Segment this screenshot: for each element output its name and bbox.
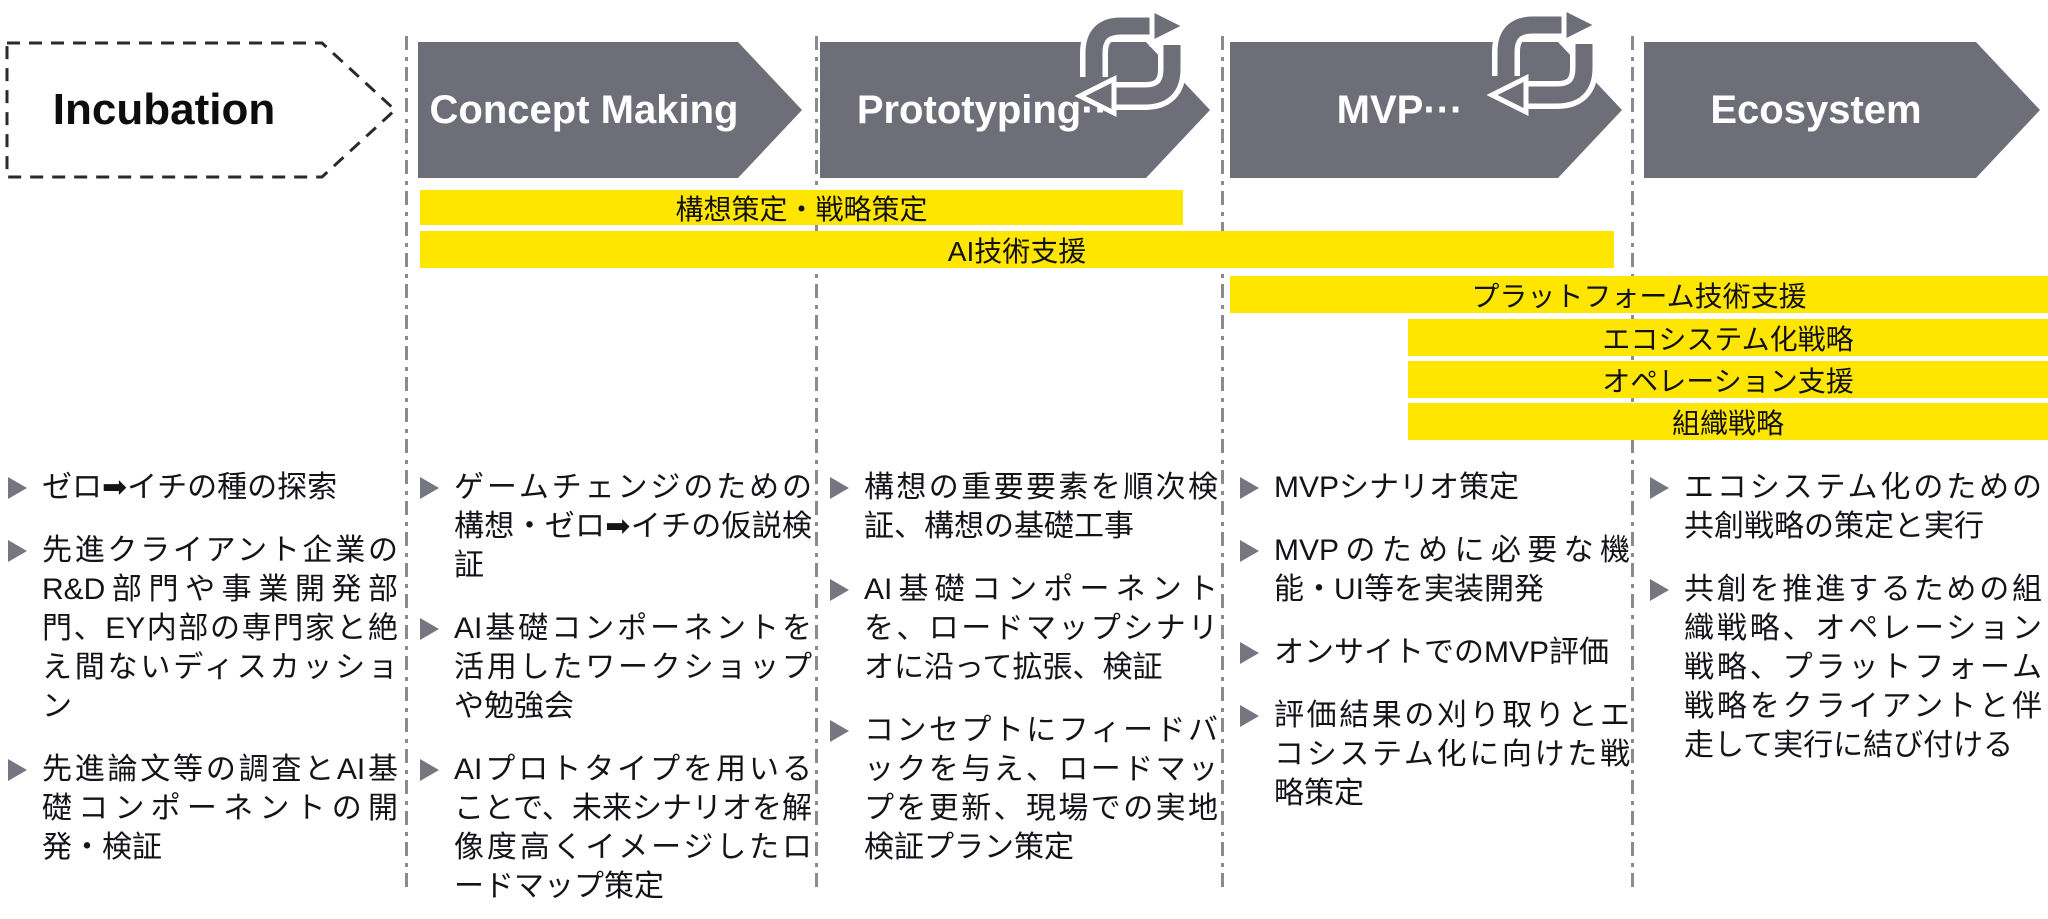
list-item: エコシステム化のための共創戦略の策定と実行 [1650, 468, 2042, 546]
stage-mvp: MVP··· [1230, 42, 1622, 178]
stage-title: MVP··· [1336, 87, 1464, 132]
iteration-loop-icon [1074, 5, 1192, 118]
bullet-list-prototyping: 構想の重要要素を順次検証、構想の基礎工事 AI基礎コンポーネントを、ロードマップ… [830, 468, 1218, 867]
support-bar-label: エコシステム化戦略 [1602, 323, 1854, 355]
dashed-chevron-outline [5, 41, 398, 179]
list-item-text: エコシステム化のための共創戦略の策定と実行 [1684, 471, 2042, 543]
support-bar-ecosystem-strategy: エコシステム化戦略 [1408, 319, 2048, 356]
triangle-bullet-icon [830, 477, 849, 499]
list-item-text: ゲームチェンジのための構想・ゼロ➡イチの仮説検証 [454, 471, 812, 582]
support-bar-organization-strategy: 組織戦略 [1408, 403, 2048, 440]
stage-concept-making: Concept Making [418, 42, 802, 178]
list-item: AI基礎コンポーネントを活用したワークショップや勉強会 [420, 609, 812, 726]
list-item-text: 先進論文等の調査とAI基礎コンポーネントの開発・検証 [42, 753, 398, 864]
list-item: ゲームチェンジのための構想・ゼロ➡イチの仮説検証 [420, 468, 812, 585]
stage-incubation: Incubation [4, 40, 400, 180]
list-item: MVPのために必要な機能・UI等を実装開発 [1240, 531, 1630, 609]
support-bar-label: プラットフォーム技術支援 [1471, 280, 1807, 312]
support-bar-ai-tech: AI技術支援 [420, 231, 1614, 268]
list-item: MVPシナリオ策定 [1240, 468, 1630, 507]
list-item-text: コンセプトにフィードバックを与え、ロードマップを更新、現場での実地検証プラン策定 [864, 714, 1218, 864]
support-bar-operation: オペレーション支援 [1408, 361, 2048, 398]
triangle-bullet-icon [420, 618, 439, 640]
list-item-text: 評価結果の刈り取りとエコシステム化に向けた戦略策定 [1274, 699, 1630, 810]
support-bar-label: AI技術支援 [947, 235, 1087, 267]
triangle-bullet-icon [1240, 477, 1259, 499]
list-item: 構想の重要要素を順次検証、構想の基礎工事 [830, 468, 1218, 546]
triangle-bullet-icon [420, 759, 439, 781]
bullet-list-concept-making: ゲームチェンジのための構想・ゼロ➡イチの仮説検証 AI基礎コンポーネントを活用し… [420, 468, 812, 906]
list-item-text: AI基礎コンポーネントを、ロードマップシナリオに沿って拡張、検証 [864, 573, 1218, 684]
list-item-text: オンサイトでのMVP評価 [1274, 636, 1610, 669]
list-item: AI基礎コンポーネントを、ロードマップシナリオに沿って拡張、検証 [830, 570, 1218, 687]
list-item-text: AI基礎コンポーネントを活用したワークショップや勉強会 [454, 612, 812, 723]
triangle-bullet-icon [8, 759, 27, 781]
column-separator [1221, 36, 1224, 893]
triangle-bullet-icon [8, 540, 27, 562]
stage-title: Concept Making [429, 87, 739, 132]
bullet-list-mvp: MVPシナリオ策定 MVPのために必要な機能・UI等を実装開発 オンサイトでのM… [1240, 468, 1630, 813]
list-item-text: MVPのために必要な機能・UI等を実装開発 [1274, 534, 1630, 606]
stage-title: Incubation [52, 85, 276, 134]
list-item: AIプロトタイプを用いることで、未来シナリオを解像度高くイメージしたロードマップ… [420, 750, 812, 906]
support-bar-label: オペレーション支援 [1602, 365, 1854, 397]
triangle-bullet-icon [1240, 705, 1259, 727]
triangle-bullet-icon [1240, 642, 1259, 664]
bullet-list-ecosystem: エコシステム化のための共創戦略の策定と実行 共創を推進するための組織戦略、オペレ… [1650, 468, 2042, 765]
list-item: 共創を推進するための組織戦略、オペレーション戦略、プラットフォーム戦略をクライア… [1650, 570, 2042, 765]
list-item: コンセプトにフィードバックを与え、ロードマップを更新、現場での実地検証プラン策定 [830, 711, 1218, 867]
bullet-list-incubation: ゼロ➡イチの種の探索 先進クライアント企業のR&D部門や事業開発部門、EY内部の… [8, 468, 398, 867]
list-item: 先進クライアント企業のR&D部門や事業開発部門、EY内部の専門家と絶え間ないディ… [8, 531, 398, 726]
list-item-text: 先進クライアント企業のR&D部門や事業開発部門、EY内部の専門家と絶え間ないディ… [42, 534, 398, 723]
list-item: 先進論文等の調査とAI基礎コンポーネントの開発・検証 [8, 750, 398, 867]
triangle-bullet-icon [420, 477, 439, 499]
support-bar-label: 構想策定・戦略策定 [675, 193, 928, 225]
triangle-bullet-icon [1650, 477, 1669, 499]
triangle-bullet-icon [830, 720, 849, 742]
list-item-text: ゼロ➡イチの種の探索 [42, 471, 338, 504]
triangle-bullet-icon [8, 477, 27, 499]
list-item: オンサイトでのMVP評価 [1240, 633, 1630, 672]
list-item-text: 共創を推進するための組織戦略、オペレーション戦略、プラットフォーム戦略をクライア… [1684, 573, 2042, 762]
triangle-bullet-icon [830, 579, 849, 601]
column-separator [815, 36, 818, 893]
column-separator [405, 36, 408, 893]
stage-ecosystem: Ecosystem [1644, 42, 2040, 178]
column-separator [1631, 36, 1634, 893]
list-item: 評価結果の刈り取りとエコシステム化に向けた戦略策定 [1240, 696, 1630, 813]
support-bar-platform-tech: プラットフォーム技術支援 [1230, 276, 2048, 313]
triangle-bullet-icon [1240, 540, 1259, 562]
list-item-text: MVPシナリオ策定 [1274, 471, 1520, 504]
list-item-text: AIプロトタイプを用いることで、未来シナリオを解像度高くイメージしたロードマップ… [454, 753, 812, 903]
triangle-bullet-icon [1650, 579, 1669, 601]
list-item-text: 構想の重要要素を順次検証、構想の基礎工事 [864, 471, 1218, 543]
stage-title: Ecosystem [1710, 87, 1922, 132]
iteration-loop-icon [1486, 4, 1604, 117]
list-item: ゼロ➡イチの種の探索 [8, 468, 398, 507]
support-bar-concept-strategy: 構想策定・戦略策定 [420, 190, 1183, 225]
support-bar-label: 組織戦略 [1671, 407, 1784, 439]
